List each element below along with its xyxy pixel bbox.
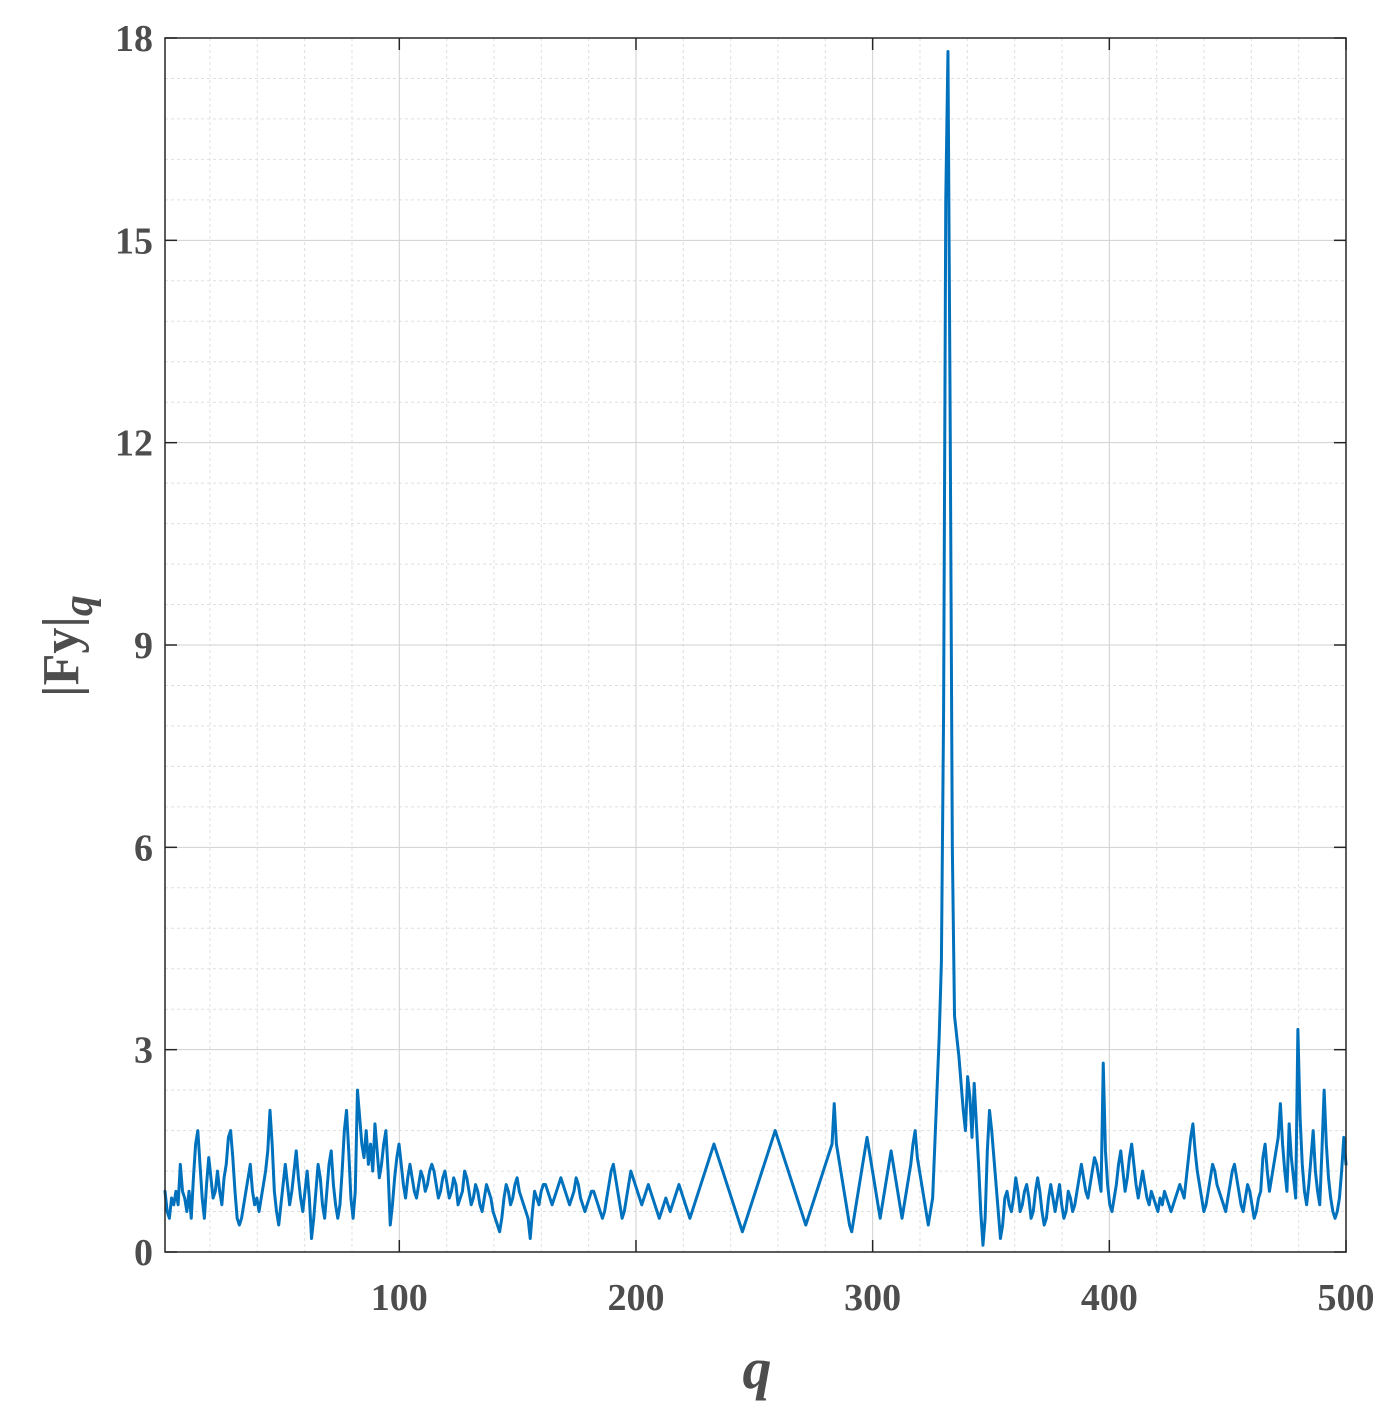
y-tick-label: 15: [115, 220, 153, 262]
x-tick-labels: 100 200 300 400 500: [371, 1277, 1375, 1319]
y-axis-label-main: |Fy|: [33, 616, 90, 697]
y-tick-labels: 0 3 6 9 12 15 18: [115, 18, 153, 1274]
x-tick-label: 200: [607, 1277, 664, 1319]
x-axis-label: q: [743, 1336, 772, 1401]
y-tick-label: 18: [115, 18, 153, 60]
major-grid: [165, 37, 1347, 1253]
y-axis-label: |Fy|q: [33, 595, 102, 697]
y-tick-label: 9: [134, 625, 153, 667]
series-layer: [163, 49, 1348, 1247]
series-line-0: [163, 49, 1348, 1247]
y-tick-label: 0: [134, 1232, 153, 1274]
y-tick-label: 6: [134, 827, 153, 869]
y-tick-label: 3: [134, 1030, 153, 1072]
y-tick-label: 12: [115, 423, 153, 465]
x-tick-label: 400: [1081, 1277, 1138, 1319]
y-axis-label-subscript: q: [56, 595, 102, 616]
x-tick-label: 300: [844, 1277, 901, 1319]
x-tick-label: 500: [1318, 1277, 1375, 1319]
axes-layer: [164, 37, 1347, 1253]
x-tick-label: 100: [371, 1277, 428, 1319]
